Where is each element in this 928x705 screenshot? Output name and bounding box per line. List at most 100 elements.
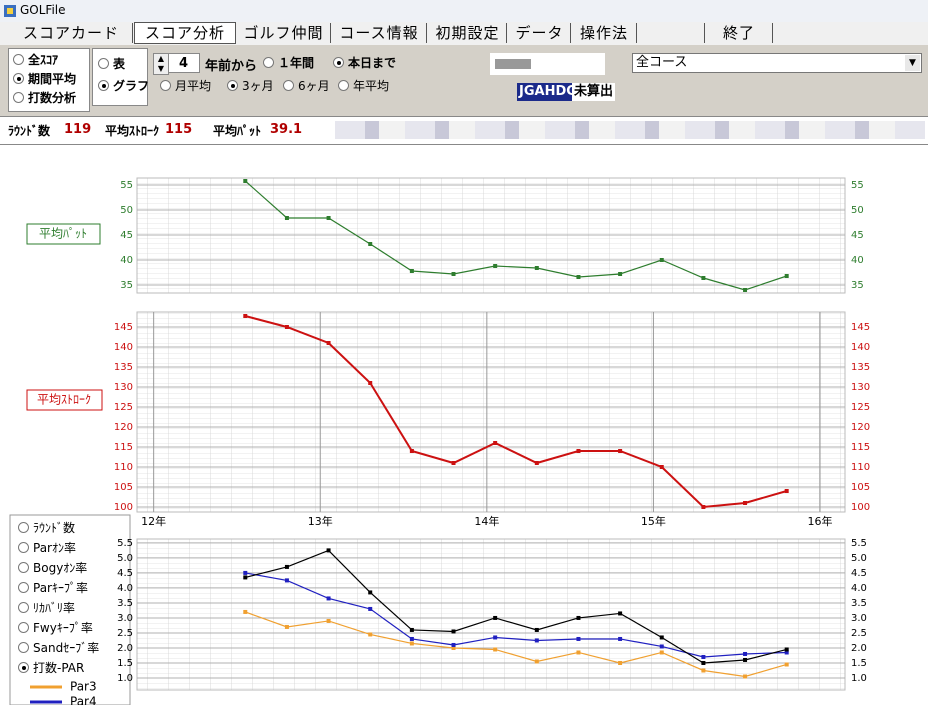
radio-option[interactable]: Parｵﾝ率 xyxy=(18,540,76,556)
y2-tick-label: 115 xyxy=(851,442,870,453)
radio-option[interactable]: 月平均 xyxy=(160,78,211,94)
years-input[interactable]: 4 xyxy=(168,53,200,73)
radio-option[interactable]: Parｷｰﾌﾟ率 xyxy=(18,580,88,596)
y-tick-label: 5.0 xyxy=(117,553,133,564)
spinner-buttons[interactable]: ▲ ▼ xyxy=(153,53,169,75)
radio-option[interactable]: 打数分析 xyxy=(13,90,76,106)
options-panel: 全ｽｺｱ 期間平均 打数分析 表グラフ ▲ ▼ 4 年前から １年間 本日まで 月平均 3… xyxy=(0,45,928,116)
data-line xyxy=(245,549,787,664)
data-point xyxy=(326,596,331,601)
radio-label: Sandｾｰﾌﾞ率 xyxy=(33,641,100,655)
data-point xyxy=(493,615,498,620)
tab[interactable]: ゴルフ仲間 xyxy=(237,23,331,43)
radio-dot xyxy=(18,622,29,633)
y-tick-label: 1.5 xyxy=(117,658,133,669)
radio-dot xyxy=(160,80,171,91)
radio-dot xyxy=(18,562,29,573)
data-point xyxy=(284,624,289,629)
tab[interactable]: データ xyxy=(509,23,571,43)
radio-dot xyxy=(13,73,24,84)
radio-option[interactable]: 打数-PAR xyxy=(18,660,84,676)
y-tick-label: 40 xyxy=(120,255,133,266)
y-tick-label: 35 xyxy=(120,280,133,291)
radio-option[interactable]: 3ヶ月 xyxy=(227,78,274,94)
radio-dot xyxy=(18,662,29,673)
hdcp-value: 未算出 xyxy=(572,83,616,101)
data-point xyxy=(368,242,373,246)
y-tick-label: 110 xyxy=(114,462,133,473)
radio-dot xyxy=(283,80,294,91)
y2-tick-label: 50 xyxy=(851,205,864,216)
plot-area xyxy=(136,538,846,691)
chart-label-box xyxy=(26,223,101,245)
data-line xyxy=(245,572,787,658)
data-point xyxy=(493,441,498,445)
user-field xyxy=(490,53,605,75)
data-point xyxy=(784,647,789,652)
data-point xyxy=(659,635,664,640)
tab[interactable]: 初期設定 xyxy=(429,23,507,43)
y-tick-label: 120 xyxy=(114,422,133,433)
chart-label: 平均ｽﾄﾛｰｸ xyxy=(37,393,91,407)
y2-tick-label: 120 xyxy=(851,422,870,433)
tab[interactable]: 操作法 xyxy=(572,23,637,43)
radio-option[interactable]: Fwyｷｰﾌﾟ率 xyxy=(18,620,93,636)
radio-option[interactable]: 6ヶ月 xyxy=(283,78,330,94)
radio-option[interactable]: 期間平均 xyxy=(13,71,76,87)
y2-tick-label: 130 xyxy=(851,382,870,393)
radio-option[interactable]: 表 xyxy=(98,56,125,72)
tab-active[interactable]: スコア分析 xyxy=(134,22,236,44)
radio-option[interactable]: ﾗｳﾝﾄﾞ数 xyxy=(18,520,75,536)
y-tick-label: 145 xyxy=(114,322,133,333)
radio-dot xyxy=(13,54,24,65)
hdcp-label: JGAHDCP xyxy=(517,83,588,101)
radio-label: 期間平均 xyxy=(28,72,77,86)
y2-tick-label: 110 xyxy=(851,462,870,473)
y2-tick-label: 40 xyxy=(851,255,864,266)
y2-tick-label: 5.5 xyxy=(851,538,867,549)
radio-label: 打数分析 xyxy=(28,91,77,105)
data-point xyxy=(659,465,664,469)
y2-tick-label: 140 xyxy=(851,342,870,353)
radio-option[interactable]: Sandｾｰﾌﾞ率 xyxy=(18,640,99,656)
tab[interactable]: スコアカード xyxy=(10,23,133,43)
x-tick-label: 14年 xyxy=(474,514,499,528)
radio-option[interactable]: Bogyｵﾝ率 xyxy=(18,560,87,576)
x-tick-label: 13年 xyxy=(308,514,333,528)
y-tick-label: 2.5 xyxy=(117,628,133,639)
radio-label: 打数-PAR xyxy=(33,661,85,675)
data-point xyxy=(326,548,331,553)
tab[interactable]: 終了 xyxy=(706,23,773,43)
y-tick-label: 50 xyxy=(120,205,133,216)
y2-tick-label: 1.5 xyxy=(851,658,867,669)
app-icon xyxy=(4,5,16,17)
radio-option[interactable]: 年平均 xyxy=(338,78,389,94)
radio-option[interactable]: グラフ xyxy=(98,78,149,94)
data-point xyxy=(784,489,789,493)
data-point xyxy=(284,216,289,220)
radio-option[interactable]: 全ｽｺｱ xyxy=(13,52,58,68)
data-point xyxy=(743,657,748,662)
tab-empty[interactable] xyxy=(638,23,705,43)
data-point xyxy=(618,272,623,276)
radio-option[interactable]: ﾘｶﾊﾞﾘ率 xyxy=(18,600,75,616)
data-point xyxy=(701,660,706,665)
data-point xyxy=(618,660,623,665)
radio-option[interactable]: 本日まで xyxy=(333,55,396,71)
tab[interactable]: コース情報 xyxy=(332,23,427,43)
course-select[interactable]: 全コース ▼ xyxy=(632,53,922,73)
x-tick-label: 12年 xyxy=(141,514,166,528)
data-point xyxy=(368,590,373,595)
chart-label: 平均ﾊﾟｯﾄ xyxy=(39,227,87,241)
data-point xyxy=(784,650,789,655)
y2-tick-label: 4.0 xyxy=(851,583,867,594)
radio-option[interactable]: １年間 xyxy=(263,55,314,71)
data-point xyxy=(451,272,456,276)
mode-group: 全ｽｺｱ 期間平均打数分析 xyxy=(8,48,90,112)
data-point xyxy=(243,575,248,580)
data-point xyxy=(451,645,456,650)
data-point xyxy=(534,627,539,632)
data-line xyxy=(245,315,787,509)
radio-dot xyxy=(18,542,29,553)
